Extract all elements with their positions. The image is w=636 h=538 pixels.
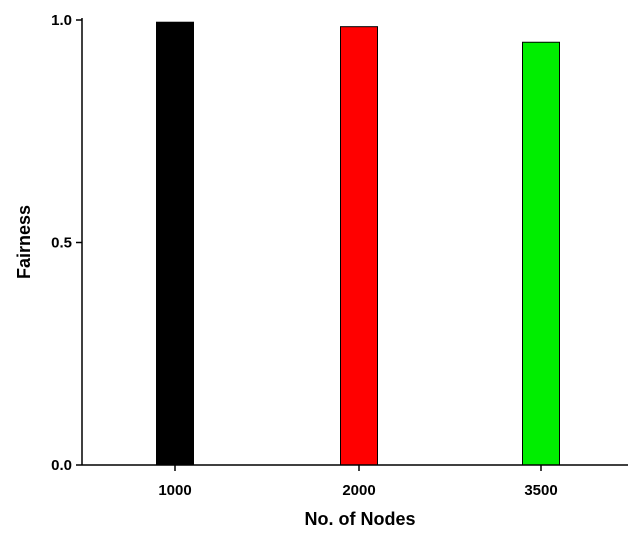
- bar-2000: [340, 26, 378, 466]
- x-tick-label: 2000: [342, 482, 375, 499]
- axes-group: [81, 18, 628, 466]
- y-tick-label: 0.0: [51, 457, 72, 474]
- x-tick-label: 1000: [158, 482, 191, 499]
- x-axis-title: No. of Nodes: [305, 509, 416, 529]
- bar-3500: [522, 41, 560, 466]
- x-tick-label: 3500: [524, 482, 557, 499]
- y-ticks-group: 0.0 0.5 1.0: [51, 12, 82, 474]
- bar-1000: [156, 21, 194, 466]
- y-tick-label: 1.0: [51, 12, 72, 29]
- x-ticks-group: 1000 2000 3500: [158, 465, 558, 499]
- y-tick-label: 0.5: [51, 235, 72, 252]
- bars-group: [156, 21, 560, 466]
- y-axis-title: Fairness: [14, 205, 34, 279]
